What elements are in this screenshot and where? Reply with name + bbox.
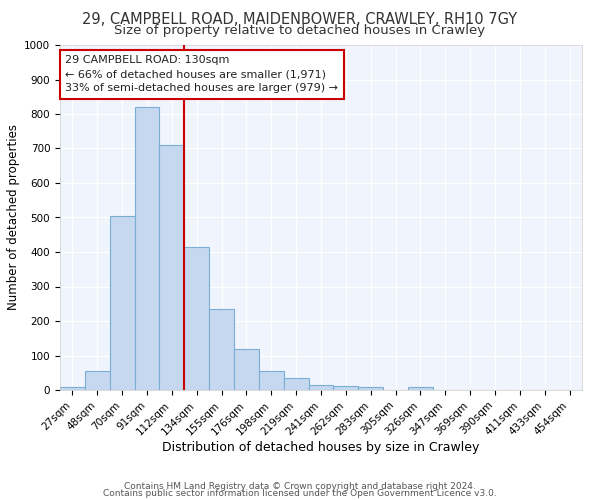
- Bar: [408, 386, 433, 390]
- Bar: [234, 348, 259, 390]
- Text: Contains public sector information licensed under the Open Government Licence v3: Contains public sector information licen…: [103, 490, 497, 498]
- Bar: [134, 107, 160, 390]
- Bar: [334, 386, 358, 390]
- Bar: [284, 378, 308, 390]
- Y-axis label: Number of detached properties: Number of detached properties: [7, 124, 20, 310]
- Bar: [184, 247, 209, 390]
- Text: 29, CAMPBELL ROAD, MAIDENBOWER, CRAWLEY, RH10 7GY: 29, CAMPBELL ROAD, MAIDENBOWER, CRAWLEY,…: [82, 12, 518, 28]
- Bar: [358, 386, 383, 390]
- Bar: [60, 386, 85, 390]
- Bar: [160, 145, 184, 390]
- X-axis label: Distribution of detached houses by size in Crawley: Distribution of detached houses by size …: [163, 440, 479, 454]
- Bar: [110, 216, 134, 390]
- Text: 29 CAMPBELL ROAD: 130sqm
← 66% of detached houses are smaller (1,971)
33% of sem: 29 CAMPBELL ROAD: 130sqm ← 66% of detach…: [65, 56, 338, 94]
- Text: Size of property relative to detached houses in Crawley: Size of property relative to detached ho…: [115, 24, 485, 37]
- Bar: [308, 385, 334, 390]
- Text: Contains HM Land Registry data © Crown copyright and database right 2024.: Contains HM Land Registry data © Crown c…: [124, 482, 476, 491]
- Bar: [209, 309, 234, 390]
- Bar: [259, 371, 284, 390]
- Bar: [85, 371, 110, 390]
